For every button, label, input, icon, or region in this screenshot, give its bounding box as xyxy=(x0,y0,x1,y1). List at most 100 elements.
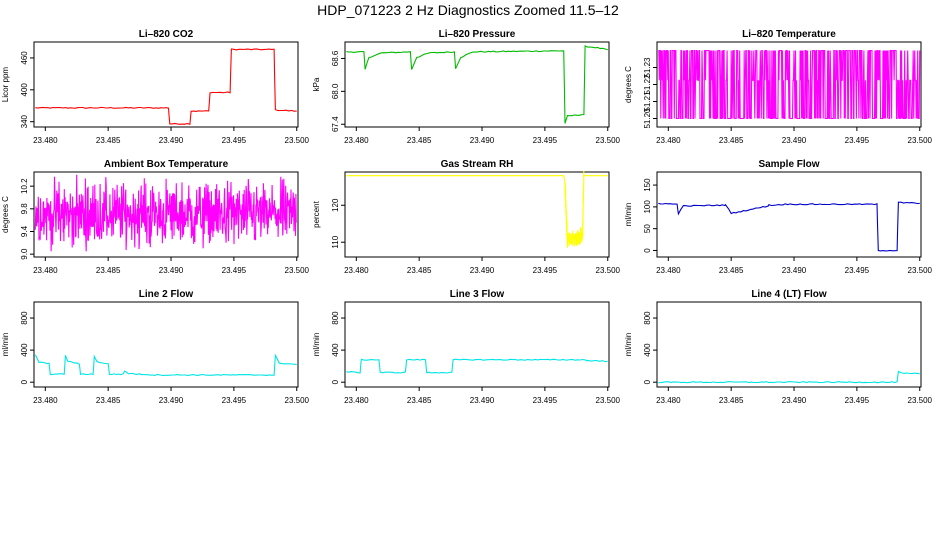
y-tick-label: 0 xyxy=(20,379,29,384)
x-tick-label: 23.490 xyxy=(782,136,807,145)
y-axis-label: kPa xyxy=(312,77,321,91)
y-tick-label: 51.21 xyxy=(643,91,652,112)
series-line xyxy=(346,358,608,374)
x-tick-label: 23.500 xyxy=(596,396,621,405)
panel-title: Line 2 Flow xyxy=(139,289,194,300)
plot-frame xyxy=(33,301,299,388)
y-tick-label: 51.20 xyxy=(643,108,652,129)
panel-2: Li–820 Temperature 23.480 23.485 23.490 23.4… xyxy=(624,29,933,145)
plot-frame xyxy=(656,171,922,258)
series-line xyxy=(658,370,920,384)
x-tick-label: 23.495 xyxy=(845,266,870,275)
x-tick-label: 23.495 xyxy=(222,136,247,145)
x-tick-label: 23.500 xyxy=(596,136,621,145)
x-tick-label: 23.495 xyxy=(533,396,558,405)
x-tick-label: 23.490 xyxy=(159,136,184,145)
panel-title: Line 3 Flow xyxy=(450,289,505,300)
y-tick-label: 68.6 xyxy=(331,50,340,66)
x-tick-label: 23.480 xyxy=(344,396,369,405)
x-tick-label: 23.495 xyxy=(533,266,558,275)
series-line xyxy=(34,353,297,377)
y-tick-label: 340 xyxy=(20,114,29,128)
x-tick-label: 23.500 xyxy=(908,136,933,145)
x-tick-label: 23.500 xyxy=(285,136,310,145)
y-tick-label: 10.2 xyxy=(20,178,29,194)
plot-frame xyxy=(33,171,299,258)
x-tick-label: 23.495 xyxy=(845,136,870,145)
y-tick-label: 800 xyxy=(643,311,652,325)
series-line xyxy=(346,45,608,124)
x-tick-label: 23.480 xyxy=(656,396,681,405)
x-tick-label: 23.485 xyxy=(96,396,121,405)
x-tick-label: 23.490 xyxy=(782,396,807,405)
x-tick-label: 23.490 xyxy=(159,266,184,275)
x-tick-label: 23.480 xyxy=(33,266,58,275)
y-tick-label: 110 xyxy=(331,235,340,248)
series-line xyxy=(658,49,921,120)
x-tick-label: 23.490 xyxy=(470,266,495,275)
figure-title: HDP_071223 2 Hz Diagnostics Zoomed 11.5–… xyxy=(317,2,619,18)
y-axis-label: degrees C xyxy=(1,196,10,233)
panel-5: Sample Flow 23.480 23.485 23.490 23.495 23.50… xyxy=(624,159,933,275)
y-axis-label: ml/min xyxy=(624,203,633,227)
y-tick-label: 0 xyxy=(643,248,652,253)
y-tick-label: 800 xyxy=(331,311,340,325)
x-tick-label: 23.480 xyxy=(344,136,369,145)
panel-title: Sample Flow xyxy=(758,159,819,170)
panel-3: Ambient Box Temperature 23.480 23.485 23.49… xyxy=(1,159,310,275)
panel-title: Li–820 CO2 xyxy=(139,29,194,40)
plot-frame xyxy=(33,41,299,128)
x-tick-label: 23.485 xyxy=(407,396,432,405)
y-tick-label: 400 xyxy=(331,343,340,357)
y-tick-label: 67.4 xyxy=(331,116,340,132)
series-line xyxy=(35,48,297,126)
panel-1: Li–820 Pressure 23.480 23.485 23.490 23.495 2… xyxy=(312,29,621,145)
y-tick-label: 51.23 xyxy=(643,57,652,78)
y-tick-label: 400 xyxy=(643,343,652,357)
y-axis-label: Licor ppm xyxy=(1,67,10,102)
x-tick-label: 23.480 xyxy=(33,136,58,145)
y-tick-label: 400 xyxy=(20,83,29,97)
y-tick-label: 460 xyxy=(20,51,29,65)
panel-title: Ambient Box Temperature xyxy=(104,159,229,170)
plot-frame xyxy=(344,171,610,258)
series-line xyxy=(658,201,920,252)
panel-0: Li–820 CO2 23.480 23.485 23.490 23.495 23.500… xyxy=(1,29,310,145)
panel-title: Line 4 (LT) Flow xyxy=(751,289,827,300)
x-tick-label: 23.495 xyxy=(222,396,247,405)
y-tick-label: 0 xyxy=(331,379,340,384)
plot-frame xyxy=(344,301,610,388)
x-tick-label: 23.490 xyxy=(470,136,495,145)
x-tick-label: 23.495 xyxy=(222,266,247,275)
panel-4: Gas Stream RH 23.480 23.485 23.490 23.495 23.… xyxy=(312,159,621,275)
x-tick-label: 23.490 xyxy=(470,396,495,405)
x-tick-label: 23.485 xyxy=(719,266,744,275)
panel-title: Li–820 Pressure xyxy=(439,29,516,40)
x-tick-label: 23.480 xyxy=(344,266,369,275)
y-axis-label: ml/min xyxy=(624,333,633,357)
y-tick-label: 50 xyxy=(643,224,652,233)
plot-frame xyxy=(656,301,922,388)
y-tick-label: 100 xyxy=(643,200,652,214)
series-line xyxy=(34,174,297,252)
panel-title: Gas Stream RH xyxy=(441,159,514,170)
x-tick-label: 23.485 xyxy=(96,136,121,145)
y-tick-label: 400 xyxy=(20,343,29,357)
y-tick-label: 9.0 xyxy=(20,248,29,260)
panel-8: Line 4 (LT) Flow 23.480 23.485 23.490 23.495… xyxy=(624,289,933,405)
x-tick-label: 23.480 xyxy=(656,266,681,275)
x-tick-label: 23.495 xyxy=(533,136,558,145)
panel-7: Line 3 Flow 23.480 23.485 23.490 23.495 23.50… xyxy=(312,289,621,405)
x-tick-label: 23.495 xyxy=(845,396,870,405)
plot-frame xyxy=(344,41,610,128)
y-tick-label: 51.22 xyxy=(643,74,652,95)
panel-title: Li–820 Temperature xyxy=(742,29,836,40)
y-axis-label: degrees C xyxy=(624,66,633,103)
x-tick-label: 23.485 xyxy=(407,266,432,275)
x-tick-label: 23.500 xyxy=(285,396,310,405)
x-tick-label: 23.500 xyxy=(908,266,933,275)
panel-6: Line 2 Flow 23.480 23.485 23.490 23.495 23.50… xyxy=(1,289,310,405)
y-tick-label: 120 xyxy=(331,198,340,212)
x-tick-label: 23.485 xyxy=(719,136,744,145)
y-tick-label: 68.0 xyxy=(331,83,340,99)
